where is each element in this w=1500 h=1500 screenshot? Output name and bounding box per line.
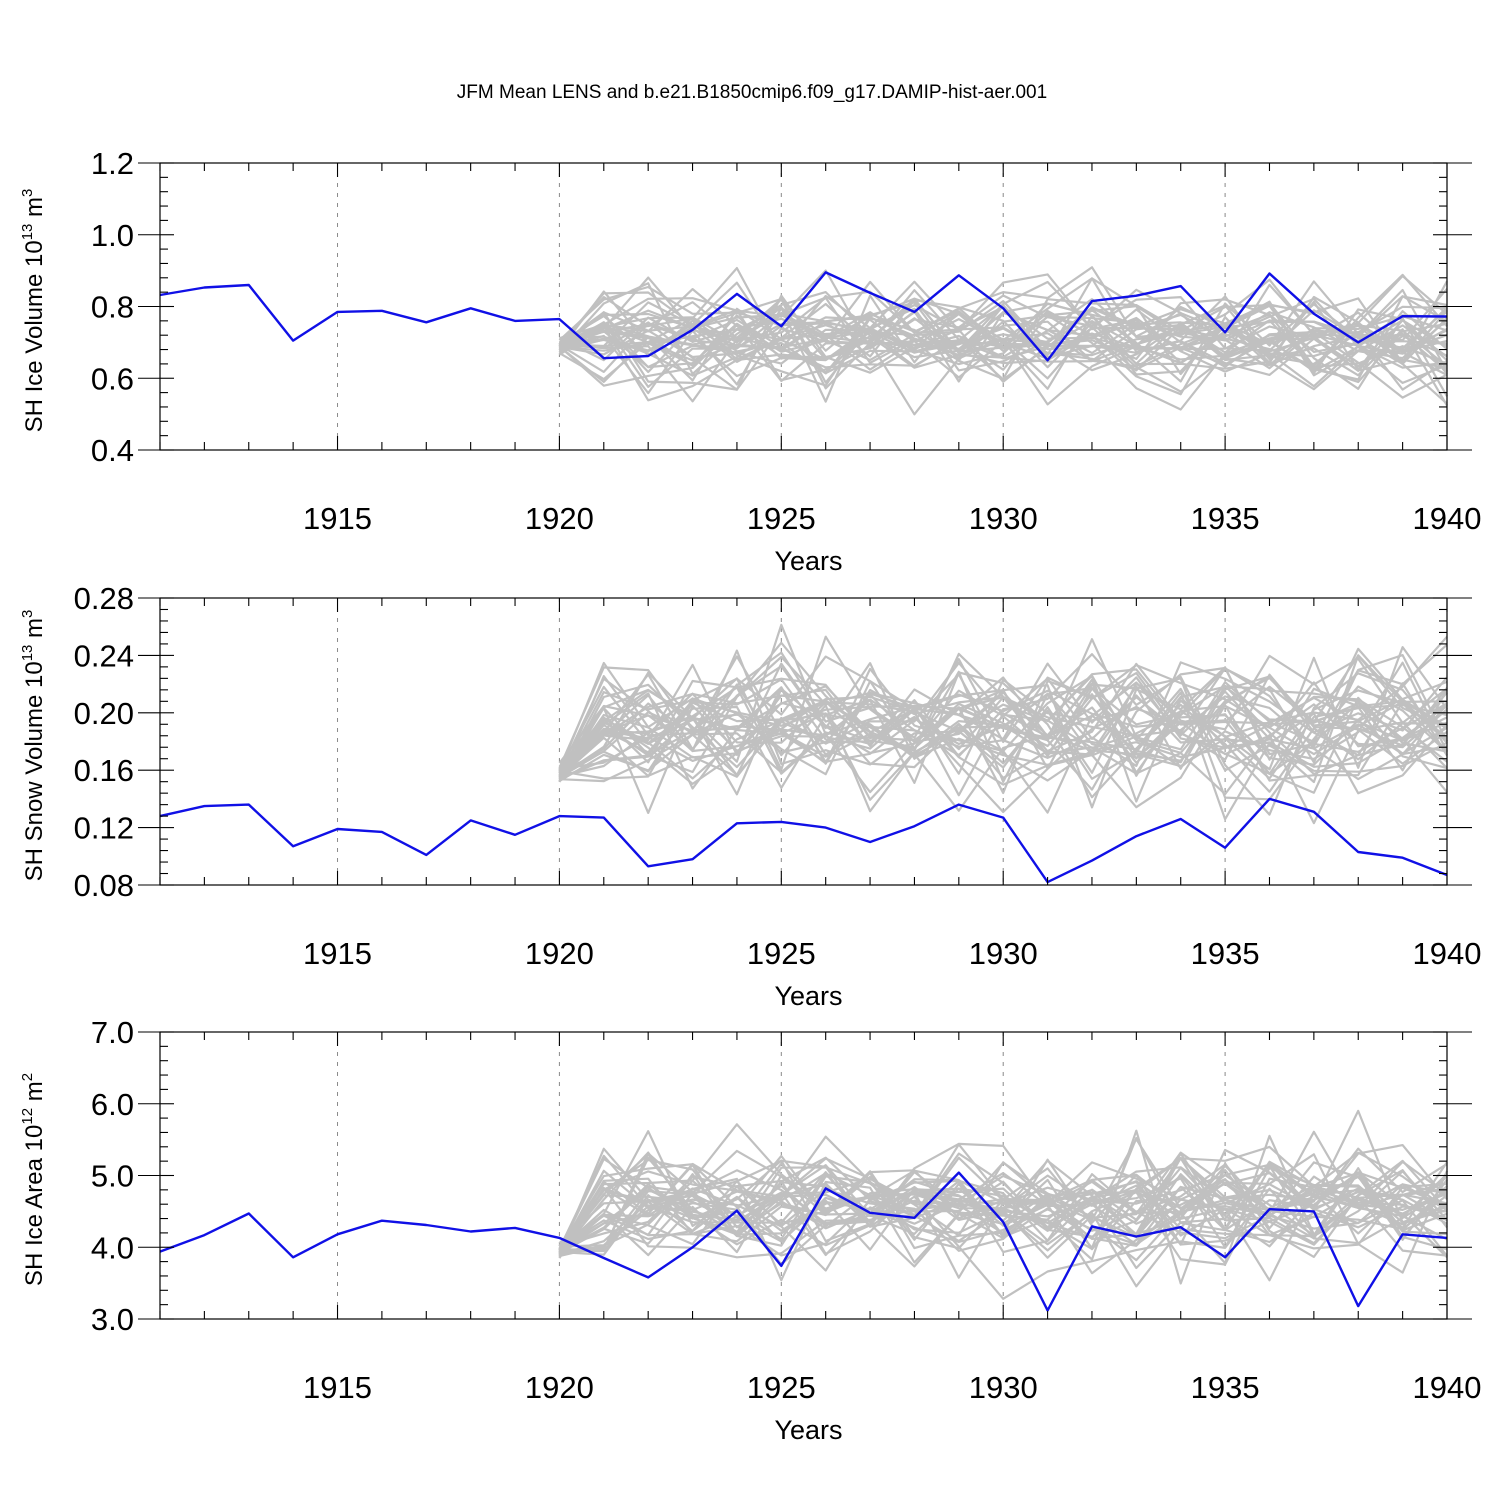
series-line (159, 1171, 1448, 1312)
y-axis-label: SH Snow Volume 1013 m3 (19, 610, 48, 882)
y-axis-label-exponent: 13 (19, 645, 36, 662)
x-tick-label: 1915 (303, 936, 372, 971)
y-tick-label: 0.24 (74, 638, 134, 673)
y-tick-label: 1.2 (91, 146, 134, 181)
y-axis-label-text: SH Ice Volume 10 (21, 240, 48, 432)
y-tick-label: 0.16 (74, 753, 134, 788)
ensemble-member-line (558, 1152, 1448, 1254)
y-axis-label-unit-exponent: 2 (19, 1073, 36, 1081)
y-tick-label: 0.20 (74, 696, 134, 731)
ensemble-member-line (558, 687, 1448, 809)
y-axis-label: SH Ice Area 1012 m2 (19, 1073, 48, 1286)
x-tick-label: 1935 (1191, 501, 1260, 536)
y-axis-label-unit: m (21, 618, 48, 645)
ensemble-member-line (558, 643, 1448, 784)
ensemble-member-line (558, 678, 1448, 776)
y-tick-label: 1.0 (91, 218, 134, 253)
y-tick-label: 0.6 (91, 361, 134, 396)
ensemble-member-line (558, 305, 1448, 402)
y-tick-label: 0.8 (91, 290, 134, 325)
y-tick-label: 4.0 (91, 1230, 134, 1265)
x-tick-label: 1935 (1191, 936, 1260, 971)
panel-3: 1915 1920 1925 1930 1935 1940 Years 3.0 4.0 5.0 6.… (19, 1015, 1481, 1445)
ensemble-member-line (559, 311, 1448, 367)
y-axis-label-unit: m (21, 1081, 48, 1108)
ensemble-member-line (558, 1129, 1448, 1285)
x-tick-label: 1930 (969, 1370, 1038, 1405)
ensemble-member-line (558, 294, 1448, 391)
plot-frame (159, 597, 1448, 886)
ensemble-member-line (558, 1148, 1448, 1252)
series-line (159, 271, 1448, 362)
x-tick-label: 1940 (1413, 1370, 1482, 1405)
ensemble-member-line (558, 323, 1448, 416)
x-axis-label: Years (774, 1415, 842, 1445)
x-axis-label: Years (774, 981, 842, 1011)
ensemble-member-line (558, 652, 1448, 790)
ensemble-member-line (558, 696, 1448, 814)
x-tick-label: 1930 (969, 936, 1038, 971)
y-tick-label: 0.28 (74, 581, 134, 616)
x-tick-label: 1925 (747, 1370, 816, 1405)
plot-frame (159, 1031, 1448, 1320)
y-axis-label-text: SH Snow Volume 10 (21, 661, 48, 881)
y-tick-label: 6.0 (91, 1087, 134, 1122)
ensemble-member-line (558, 677, 1448, 774)
ensemble-member-line (558, 649, 1448, 801)
panel-2: 1915 1920 1925 1930 1935 1940 Years 0.08 0.12 0.1… (19, 581, 1481, 1011)
y-tick-label: 5.0 (91, 1159, 134, 1194)
y-axis-label-exponent: 12 (19, 1108, 36, 1125)
ensemble-member-line (558, 290, 1448, 371)
y-axis-label-unit: m (21, 197, 48, 224)
x-tick-label: 1940 (1413, 501, 1482, 536)
ensemble-member-line (558, 686, 1448, 825)
y-tick-label: 0.12 (74, 811, 134, 846)
x-axis-label: Years (774, 546, 842, 576)
ensemble-member-line (558, 662, 1448, 779)
x-tick-label: 1925 (747, 936, 816, 971)
x-tick-label: 1915 (303, 1370, 372, 1405)
ensemble-member-line (558, 661, 1448, 776)
ensemble-member-line (559, 647, 1448, 783)
panel-1: 1915 1920 1925 1930 1935 1940 Years 0.4 0.6 0.8 1.… (19, 146, 1481, 576)
y-tick-label: 3.0 (91, 1302, 134, 1337)
y-tick-label: 0.4 (91, 433, 134, 468)
ensemble-member-line (558, 654, 1448, 780)
x-tick-label: 1920 (525, 1370, 594, 1405)
ensemble-member-line (558, 280, 1448, 376)
ensemble-member-line (558, 653, 1448, 816)
ensemble-member-line (558, 1123, 1448, 1253)
ensemble-member-line (558, 285, 1448, 352)
ensemble-member-line (559, 1156, 1448, 1251)
y-axis-label-unit-exponent: 3 (19, 610, 36, 618)
ensemble-member-line (559, 280, 1448, 391)
y-tick-label: 7.0 (91, 1015, 134, 1050)
ensemble-member-line (559, 1171, 1448, 1300)
ensemble-member-line (558, 1163, 1448, 1257)
y-tick-label: 0.08 (74, 868, 134, 903)
x-tick-label: 1920 (525, 501, 594, 536)
y-axis-label-exponent: 13 (19, 224, 36, 241)
ensemble-member-line (559, 295, 1448, 381)
figure-title: JFM Mean LENS and b.e21.B1850cmip6.f09_g… (457, 82, 1047, 103)
x-tick-label: 1935 (1191, 1370, 1260, 1405)
x-tick-label: 1925 (747, 501, 816, 536)
y-axis-label: SH Ice Volume 1013 m3 (19, 189, 48, 433)
panels: 1915 1920 1925 1930 1935 1940 Years 0.4 0.6 0.8 1.… (19, 146, 1481, 1445)
series-line (159, 797, 1448, 884)
y-axis-label-text: SH Ice Area 10 (21, 1125, 48, 1286)
x-tick-label: 1940 (1413, 936, 1482, 971)
y-axis-label-unit-exponent: 3 (19, 189, 36, 197)
ensemble-member-line (558, 1138, 1448, 1257)
x-tick-label: 1920 (525, 936, 594, 971)
x-tick-label: 1915 (303, 501, 372, 536)
x-tick-label: 1930 (969, 501, 1038, 536)
ensemble-member-line (559, 303, 1448, 369)
